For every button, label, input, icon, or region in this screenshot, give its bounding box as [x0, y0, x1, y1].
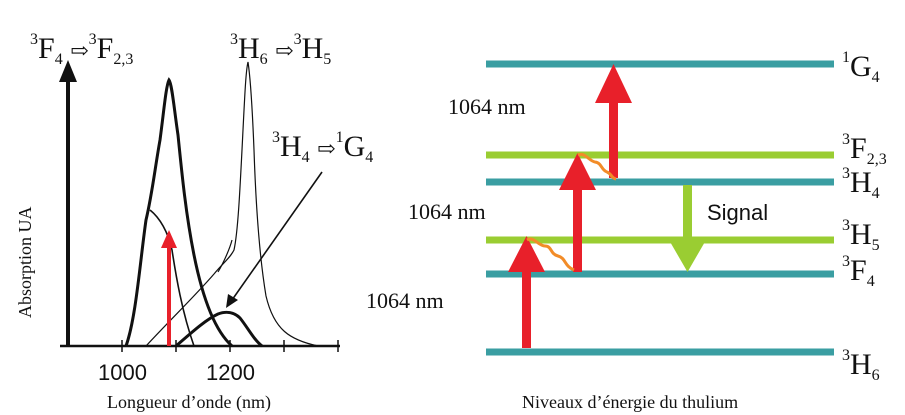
signal-arrow-head: [669, 240, 706, 272]
pointer-arrowhead: [226, 294, 238, 308]
relaxation-wiggle-1: [526, 237, 575, 272]
pump-arrow-2-shaft: [573, 185, 582, 272]
level-label-1g4: 1G4: [842, 49, 880, 86]
pump-label-1064-top: 1064 nm: [448, 94, 526, 119]
level-label-3f4: 3F4: [842, 253, 875, 290]
y-axis-arrowhead: [59, 60, 77, 82]
pump-label-1064-bottom: 1064 nm: [366, 288, 444, 313]
x-axis-label: Longueur d’onde (nm): [107, 392, 271, 413]
pump-wavelength-arrowhead: [161, 230, 177, 248]
pump-label-1064-middle: 1064 nm: [408, 199, 486, 224]
transition-label-f4-f23: 3F4 ⇨3F2,3: [30, 31, 133, 68]
absorption-spectrum: 3F4 ⇨3F2,3 3H6 ⇨3H5 3H4 ⇨1G4 1000 1200 A…: [15, 31, 373, 413]
transition-label-h6-h5: 3H6 ⇨3H5: [230, 31, 331, 68]
signal-arrow-shaft: [683, 185, 692, 243]
x-tick-label-1200: 1200: [206, 360, 255, 385]
arrow-glyph: ⇨: [70, 38, 88, 63]
pump-arrow-1-shaft: [522, 268, 531, 348]
absorption-band-h6-h5-shoulder: [217, 239, 233, 273]
level-label-3h6: 3H6: [842, 347, 880, 384]
absorption-band-h6-h5: [145, 61, 319, 347]
y-axis-label: Absorption UA: [15, 207, 35, 319]
x-tick-label-1000: 1000: [98, 360, 147, 385]
pump-arrow-3-shaft: [609, 98, 618, 178]
transition-label-h4-g4: 3H4 ⇨1G4: [272, 129, 373, 166]
level-label-3h5: 3H5: [842, 217, 880, 254]
energy-level-diagram: 1G4 3F2,3 3H4 3H5 3F4 3H6 1064 nm 1064 n…: [366, 49, 887, 412]
level-label-3f23: 3F2,3: [842, 131, 887, 168]
level-label-3h4: 3H4: [842, 165, 880, 202]
signal-label: Signal: [707, 200, 768, 225]
absorption-band-h4-g4: [175, 310, 263, 348]
absorption-band-shoulder: [149, 209, 195, 347]
relaxation-wiggle-2: [577, 152, 617, 181]
pump-arrow-3-head: [595, 64, 632, 103]
pump-arrow-1-head: [508, 236, 545, 272]
energy-diagram-caption: Niveaux d’énergie du thulium: [522, 392, 738, 412]
pointer-arrow: [231, 171, 323, 301]
pump-arrow-2-head: [559, 153, 596, 190]
absorption-band-f4-f23: [124, 77, 234, 348]
